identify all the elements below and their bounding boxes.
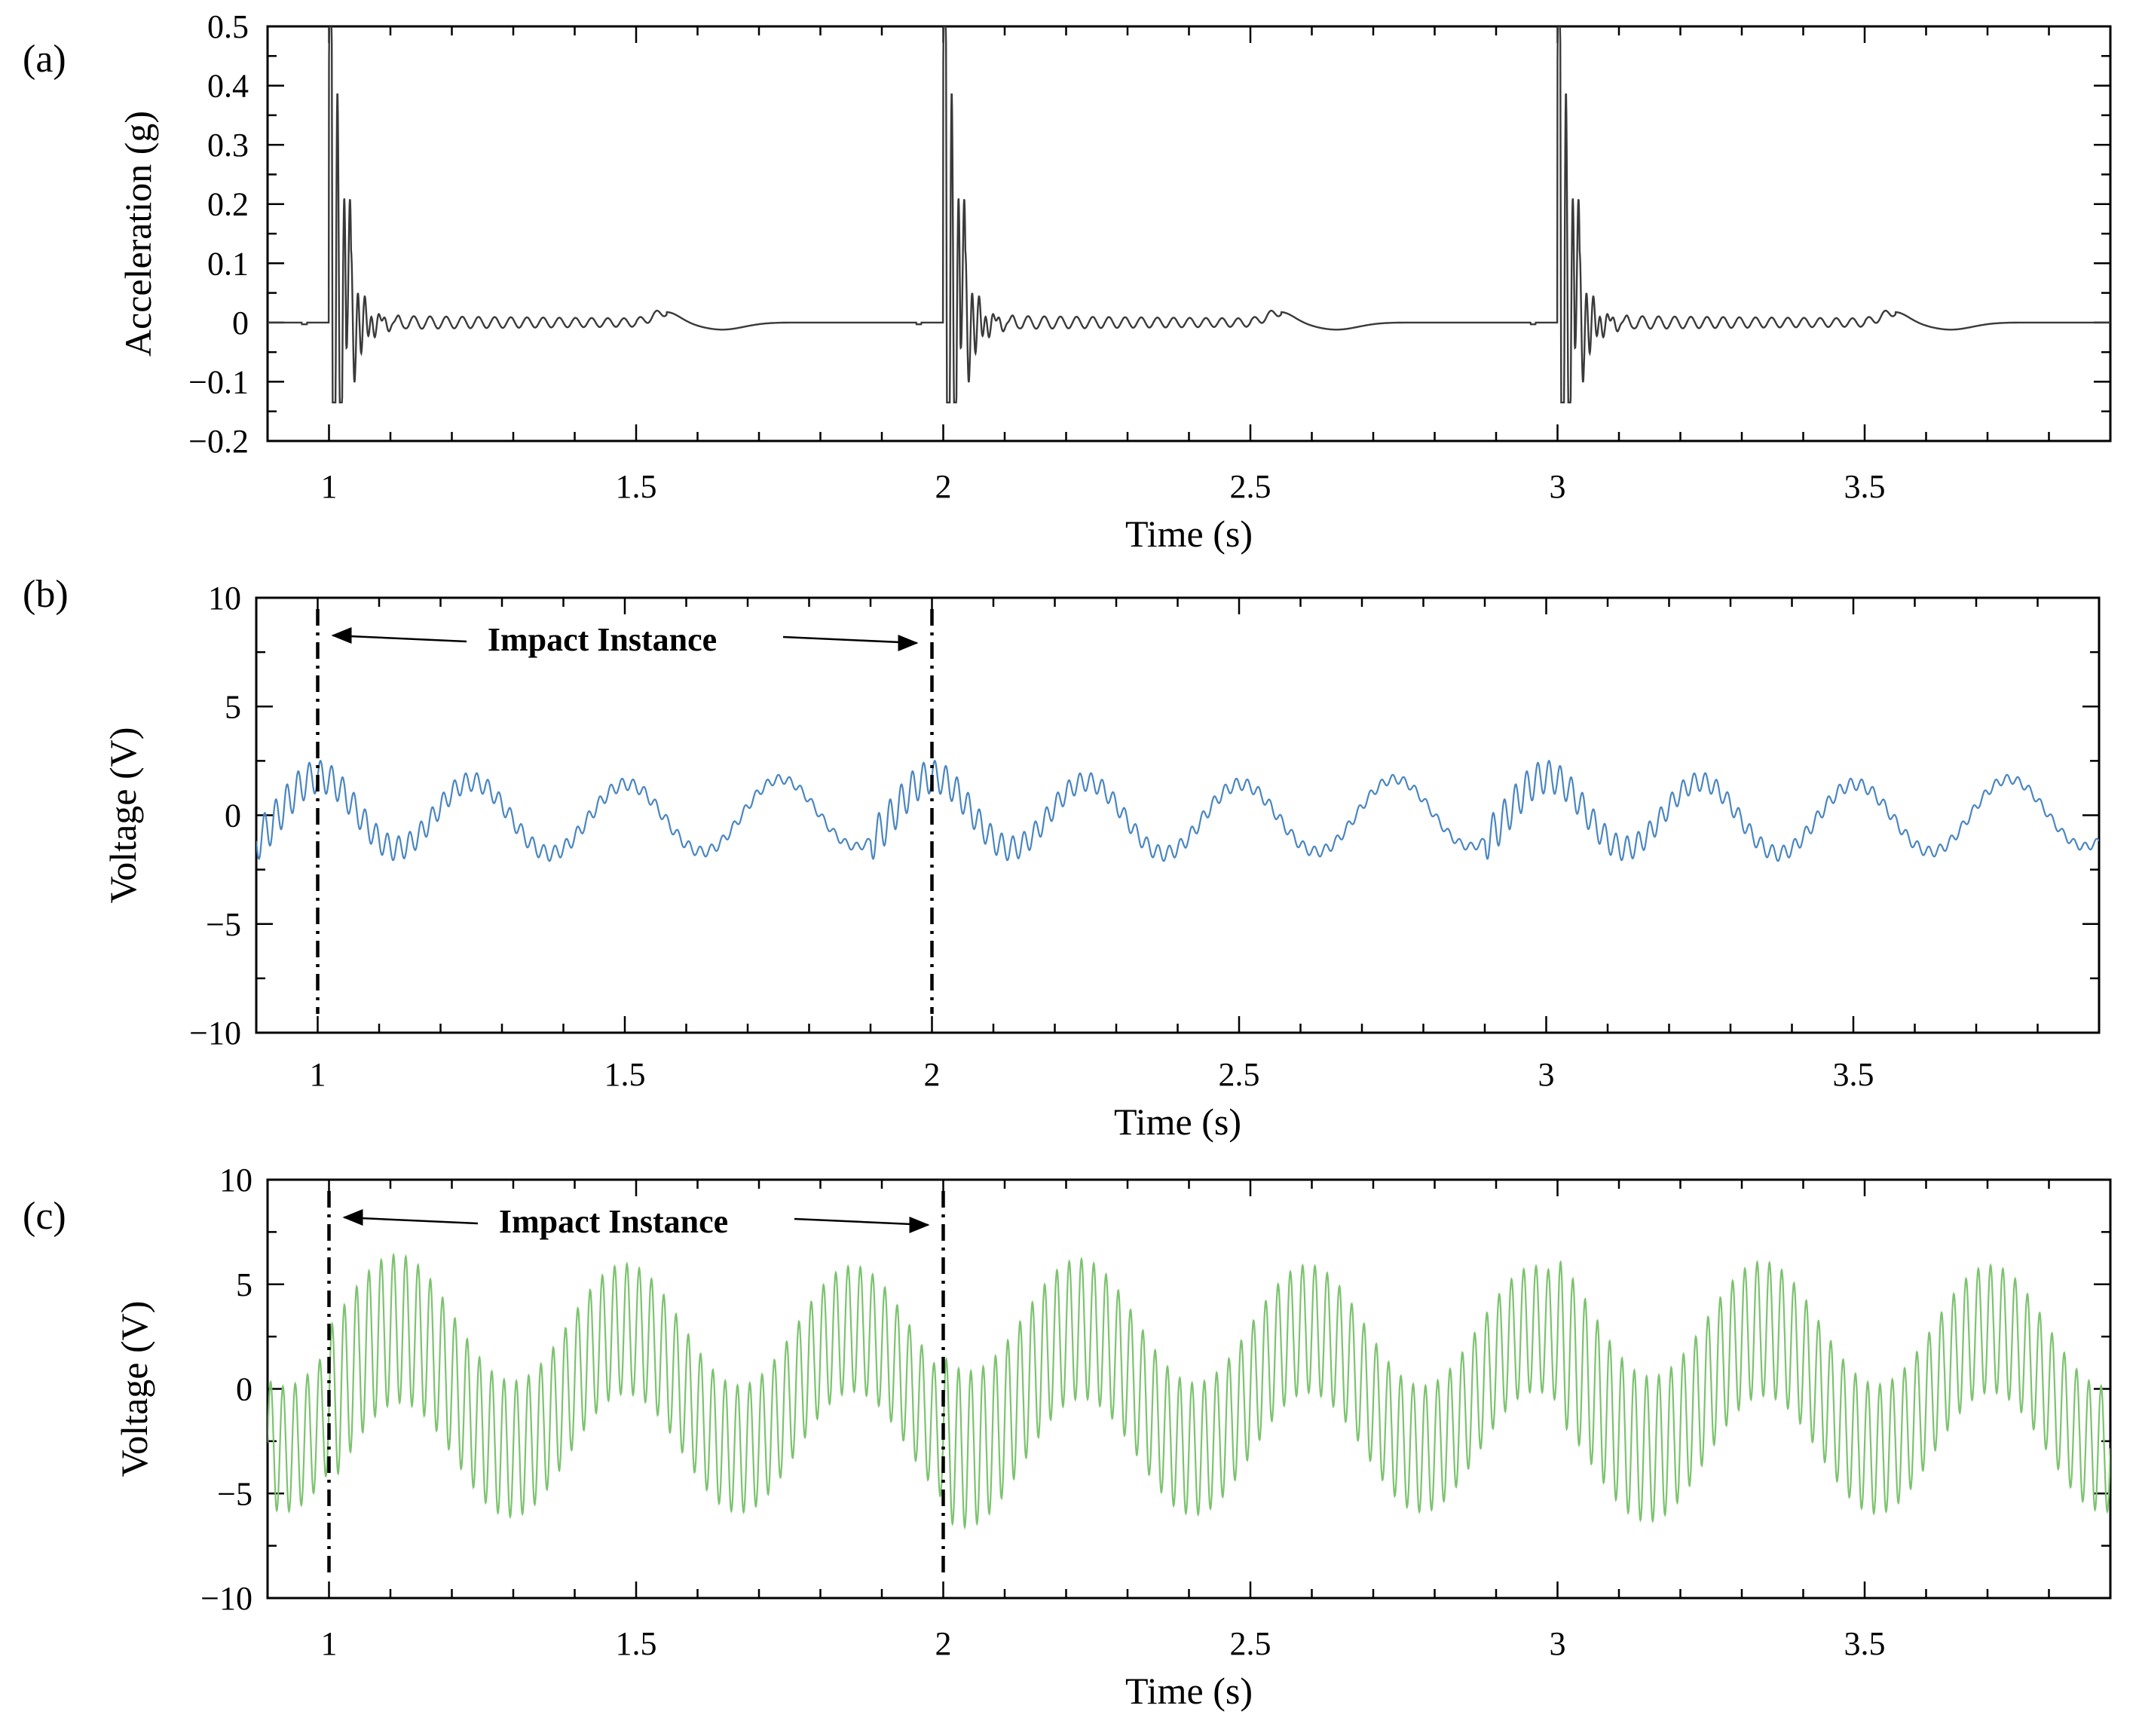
arrowhead-right: [909, 1217, 930, 1233]
y-tick-label: 0: [236, 1371, 252, 1408]
y-tick-label: −0.1: [188, 363, 249, 400]
y-tick-label: 0: [232, 305, 249, 341]
x-tick-label: 3.5: [1833, 1056, 1874, 1093]
x-tick-label: 1.5: [604, 1056, 646, 1093]
arrowhead-left: [331, 627, 352, 644]
series-line-a: [268, 26, 2110, 404]
x-tick-label: 1.5: [616, 1625, 657, 1662]
x-tick-label: 3: [1550, 468, 1566, 505]
y-tick-label: −0.2: [188, 423, 249, 460]
annotation-arrow-right: [782, 635, 917, 644]
x-tick-label: 2.5: [1230, 1625, 1271, 1662]
y-tick-label: 0.2: [207, 186, 249, 223]
x-tick-label: 3.5: [1844, 1625, 1886, 1662]
y-tick-label: 0.3: [207, 127, 249, 164]
x-tick-label: 1: [321, 1625, 338, 1662]
y-axis-label: Acceleration (g): [117, 111, 159, 357]
y-tick-label: 10: [219, 1162, 252, 1199]
y-tick-label: −10: [189, 1015, 241, 1052]
arrowhead-right: [898, 635, 919, 651]
x-tick-label: 2: [935, 1625, 952, 1662]
x-tick-label: 1: [310, 1056, 326, 1093]
x-axis-label: Time (s): [1125, 1670, 1253, 1712]
y-tick-label: −5: [206, 906, 241, 943]
x-tick-label: 2: [924, 1056, 941, 1093]
panel-c: 1 1.5 2 2.5 3 3.5 10 5 0 −5 −10 Time (s) Voltage (V)…: [23, 1162, 2112, 1712]
panel-label: (a): [23, 38, 66, 81]
series-line-c: [268, 1252, 2110, 1530]
annotation-arrow-left: [344, 1216, 479, 1225]
x-tick-label: 1.5: [616, 468, 657, 505]
y-tick-label: −10: [200, 1580, 252, 1617]
y-tick-label: 10: [208, 580, 241, 617]
arrowhead-left: [342, 1209, 363, 1226]
x-axis-label: Time (s): [1114, 1101, 1241, 1143]
x-tick-label: 2.5: [1219, 1056, 1260, 1093]
series-line-b: [256, 759, 2099, 862]
x-tick-label: 2.5: [1230, 468, 1271, 505]
annotation-arrow-right: [794, 1217, 929, 1226]
panel-b: 1 1.5 2 2.5 3 3.5 10 5 0 −5 −10 Time (s) Voltage (V)…: [23, 573, 2101, 1143]
y-axis-label: Voltage (V): [102, 727, 144, 904]
panel-label: (b): [23, 573, 69, 616]
x-axis-label: Time (s): [1125, 513, 1253, 555]
plot-frame-a: [266, 25, 2112, 442]
impact-instance-label: Impact Instance: [499, 1203, 728, 1240]
y-tick-label: 0.4: [207, 68, 249, 105]
impact-instance-label: Impact Instance: [488, 621, 717, 658]
y-tick-label: 0.1: [207, 245, 249, 282]
y-axis-label: Voltage (V): [113, 1301, 155, 1477]
y-tick-label: −5: [217, 1475, 252, 1512]
annotation-arrow-left: [332, 634, 467, 643]
x-tick-label: 3: [1538, 1056, 1555, 1093]
x-tick-label: 1: [321, 468, 338, 505]
panel-a: 1 1.5 2 2.5 3 3.5 0.5 0.4 0.3 0.2 0.1 0 −0.1 −0.2 Time…: [23, 8, 2112, 555]
panel-label: (c): [23, 1195, 66, 1238]
y-tick-label: 0: [225, 798, 241, 834]
x-tick-label: 3.5: [1844, 468, 1886, 505]
y-tick-label: 5: [236, 1266, 252, 1303]
y-tick-label: 0.5: [207, 8, 249, 45]
x-tick-label: 3: [1550, 1625, 1566, 1662]
y-tick-label: 5: [225, 688, 241, 725]
x-tick-label: 2: [935, 468, 952, 505]
